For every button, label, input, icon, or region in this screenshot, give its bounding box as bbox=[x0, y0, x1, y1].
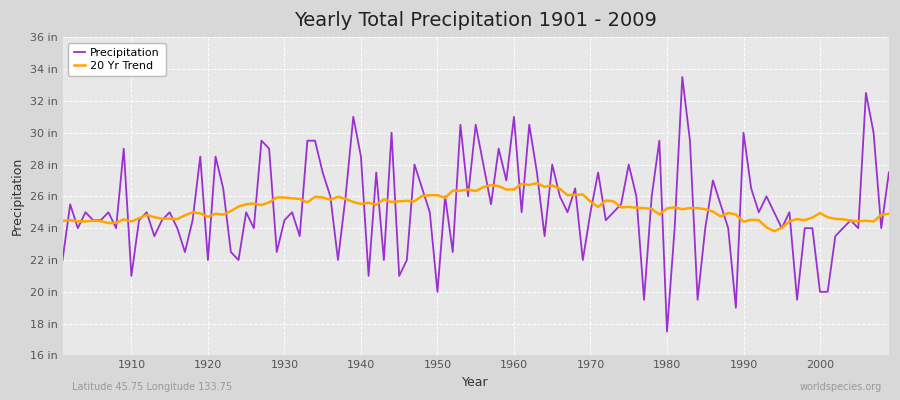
Precipitation bbox=[118, 146, 129, 151]
Precipitation bbox=[677, 75, 688, 80]
Precipitation bbox=[508, 114, 519, 119]
Precipitation bbox=[287, 210, 298, 215]
20 Yr Trend bbox=[287, 196, 298, 201]
Precipitation bbox=[662, 329, 672, 334]
20 Yr Trend bbox=[608, 199, 619, 204]
20 Yr Trend bbox=[57, 218, 68, 223]
Precipitation bbox=[600, 218, 611, 223]
Text: Latitude 45.75 Longitude 133.75: Latitude 45.75 Longitude 133.75 bbox=[72, 382, 232, 392]
Precipitation bbox=[884, 170, 895, 175]
X-axis label: Year: Year bbox=[463, 376, 489, 389]
20 Yr Trend bbox=[532, 181, 543, 186]
Text: worldspecies.org: worldspecies.org bbox=[800, 382, 882, 392]
Precipitation bbox=[501, 178, 512, 183]
20 Yr Trend bbox=[501, 187, 512, 192]
20 Yr Trend bbox=[333, 194, 344, 199]
Legend: Precipitation, 20 Yr Trend: Precipitation, 20 Yr Trend bbox=[68, 43, 166, 76]
Line: Precipitation: Precipitation bbox=[62, 77, 889, 332]
Precipitation bbox=[333, 258, 344, 262]
20 Yr Trend bbox=[769, 229, 779, 234]
Precipitation bbox=[57, 258, 68, 262]
Y-axis label: Precipitation: Precipitation bbox=[11, 157, 24, 236]
20 Yr Trend bbox=[118, 217, 129, 222]
20 Yr Trend bbox=[884, 211, 895, 216]
Line: 20 Yr Trend: 20 Yr Trend bbox=[62, 183, 889, 231]
Title: Yearly Total Precipitation 1901 - 2009: Yearly Total Precipitation 1901 - 2009 bbox=[294, 11, 657, 30]
20 Yr Trend bbox=[508, 187, 519, 192]
